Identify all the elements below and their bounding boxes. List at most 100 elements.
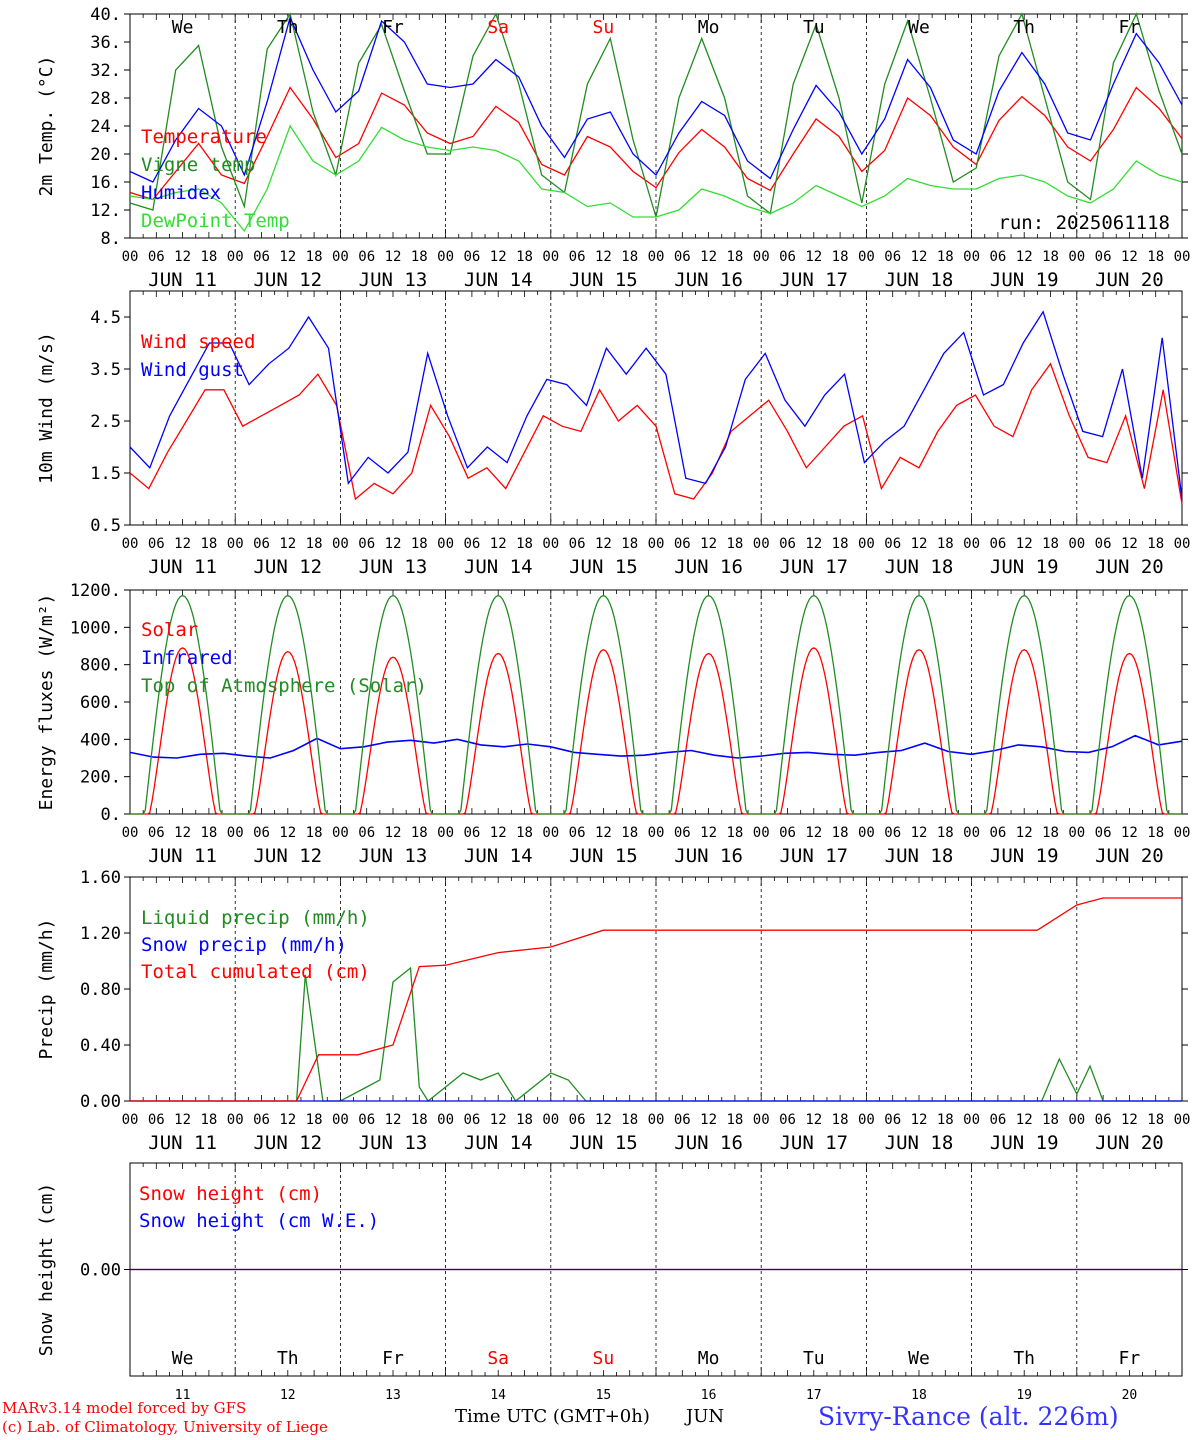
hour-label: 12 bbox=[805, 1112, 822, 1128]
hour-label: 12 bbox=[1121, 249, 1138, 265]
y-tick-label: 1.20 bbox=[80, 924, 121, 944]
hour-label: 06 bbox=[569, 825, 586, 841]
hour-label: 00 bbox=[332, 536, 349, 552]
hour-label: 00 bbox=[437, 1112, 454, 1128]
weekday-label: We bbox=[908, 17, 930, 38]
hour-label: 18 bbox=[1042, 249, 1059, 265]
legend-item: Wind gust bbox=[141, 359, 244, 381]
hour-label: 06 bbox=[358, 825, 375, 841]
y-tick-label: 1.5 bbox=[90, 464, 121, 484]
hour-label: 06 bbox=[1095, 536, 1112, 552]
y-axis-title: Snow height (cm) bbox=[36, 1183, 57, 1356]
hour-label: 18 bbox=[306, 1112, 323, 1128]
series-dewpoint-temp bbox=[129, 124, 1183, 233]
date-label: JUN 11 bbox=[148, 1132, 217, 1154]
hour-label: 06 bbox=[148, 1112, 165, 1128]
hour-label: 18 bbox=[516, 249, 533, 265]
hour-label: 12 bbox=[279, 1112, 296, 1128]
day-number: 20 bbox=[1122, 1388, 1138, 1403]
hour-label: 12 bbox=[174, 536, 191, 552]
weekday-label: We bbox=[908, 1348, 930, 1369]
hour-label: 12 bbox=[595, 825, 612, 841]
weekday-label: Th bbox=[277, 1348, 299, 1369]
hour-label: 06 bbox=[463, 249, 480, 265]
hour-label: 12 bbox=[1121, 1112, 1138, 1128]
hour-label: 18 bbox=[1042, 536, 1059, 552]
hour-label: 18 bbox=[200, 825, 217, 841]
weekday-label: Sa bbox=[487, 1348, 509, 1369]
date-label: JUN 13 bbox=[359, 269, 428, 291]
y-tick-label: 600. bbox=[80, 693, 121, 713]
hour-label: 12 bbox=[385, 536, 402, 552]
hour-label: 12 bbox=[174, 249, 191, 265]
series-wind-speed bbox=[129, 362, 1183, 505]
day-number: 16 bbox=[701, 1388, 717, 1403]
legend-item: Infrared bbox=[141, 647, 233, 669]
hour-label: 00 bbox=[648, 1112, 665, 1128]
hour-label: 18 bbox=[306, 825, 323, 841]
date-label: JUN 18 bbox=[885, 556, 954, 578]
date-label: JUN 11 bbox=[148, 269, 217, 291]
hour-label: 18 bbox=[411, 825, 428, 841]
hour-label: 00 bbox=[1174, 536, 1191, 552]
date-label: JUN 18 bbox=[885, 1132, 954, 1154]
hour-label: 12 bbox=[595, 249, 612, 265]
y-tick-label: 1.60 bbox=[80, 868, 121, 888]
hour-label: 18 bbox=[621, 536, 638, 552]
legend-item: Wind speed bbox=[141, 331, 255, 353]
hour-label: 06 bbox=[884, 825, 901, 841]
hour-label: 12 bbox=[911, 1112, 928, 1128]
legend-item: Vigne temp bbox=[141, 154, 255, 176]
y-tick-label: 3.5 bbox=[90, 360, 121, 380]
weekday-label: Th bbox=[1013, 17, 1035, 38]
date-label: JUN 16 bbox=[674, 1132, 743, 1154]
hour-label: 06 bbox=[1095, 1112, 1112, 1128]
day-number: 13 bbox=[385, 1388, 401, 1403]
hour-label: 00 bbox=[648, 249, 665, 265]
hour-label: 06 bbox=[253, 1112, 270, 1128]
hour-label: 12 bbox=[490, 249, 507, 265]
hour-label: 00 bbox=[1068, 1112, 1085, 1128]
hour-label: 00 bbox=[437, 825, 454, 841]
panel-wind bbox=[124, 290, 1188, 526]
y-tick-label: 4.5 bbox=[90, 308, 121, 328]
date-label: JUN 20 bbox=[1095, 269, 1164, 291]
legend-item: Total cumulated (cm) bbox=[141, 961, 370, 983]
hour-label: 12 bbox=[385, 825, 402, 841]
hour-label: 18 bbox=[411, 1112, 428, 1128]
month-label: JUN bbox=[686, 1406, 725, 1427]
hour-label: 00 bbox=[227, 249, 244, 265]
hour-label: 12 bbox=[911, 825, 928, 841]
y-tick-label: 20. bbox=[90, 145, 121, 165]
hour-label: 00 bbox=[753, 536, 770, 552]
hour-label: 12 bbox=[1121, 825, 1138, 841]
hour-label: 00 bbox=[227, 1112, 244, 1128]
hour-label: 00 bbox=[332, 1112, 349, 1128]
weekday-label: We bbox=[172, 17, 194, 38]
hour-label: 06 bbox=[569, 536, 586, 552]
hour-label: 18 bbox=[200, 249, 217, 265]
hour-label: 00 bbox=[1068, 249, 1085, 265]
hour-label: 12 bbox=[1016, 249, 1033, 265]
hour-label: 06 bbox=[569, 1112, 586, 1128]
hour-label: 06 bbox=[358, 249, 375, 265]
hour-label: 00 bbox=[122, 825, 139, 841]
panel-snow bbox=[124, 1162, 1188, 1377]
date-label: JUN 15 bbox=[569, 845, 638, 867]
hour-label: 18 bbox=[1147, 825, 1164, 841]
legend-item: DewPoint Temp bbox=[141, 210, 290, 232]
weekday-label: Mo bbox=[698, 17, 720, 38]
weekday-label: Tu bbox=[803, 17, 825, 38]
hour-label: 06 bbox=[253, 536, 270, 552]
hour-label: 06 bbox=[463, 1112, 480, 1128]
hour-label: 06 bbox=[779, 825, 796, 841]
hour-label: 18 bbox=[726, 249, 743, 265]
hour-label: 06 bbox=[463, 825, 480, 841]
date-label: JUN 12 bbox=[253, 269, 322, 291]
date-label: JUN 17 bbox=[779, 845, 848, 867]
hour-label: 06 bbox=[358, 536, 375, 552]
hour-label: 00 bbox=[1174, 249, 1191, 265]
date-label: JUN 15 bbox=[569, 269, 638, 291]
panel-precip bbox=[124, 876, 1188, 1102]
date-label: JUN 20 bbox=[1095, 1132, 1164, 1154]
